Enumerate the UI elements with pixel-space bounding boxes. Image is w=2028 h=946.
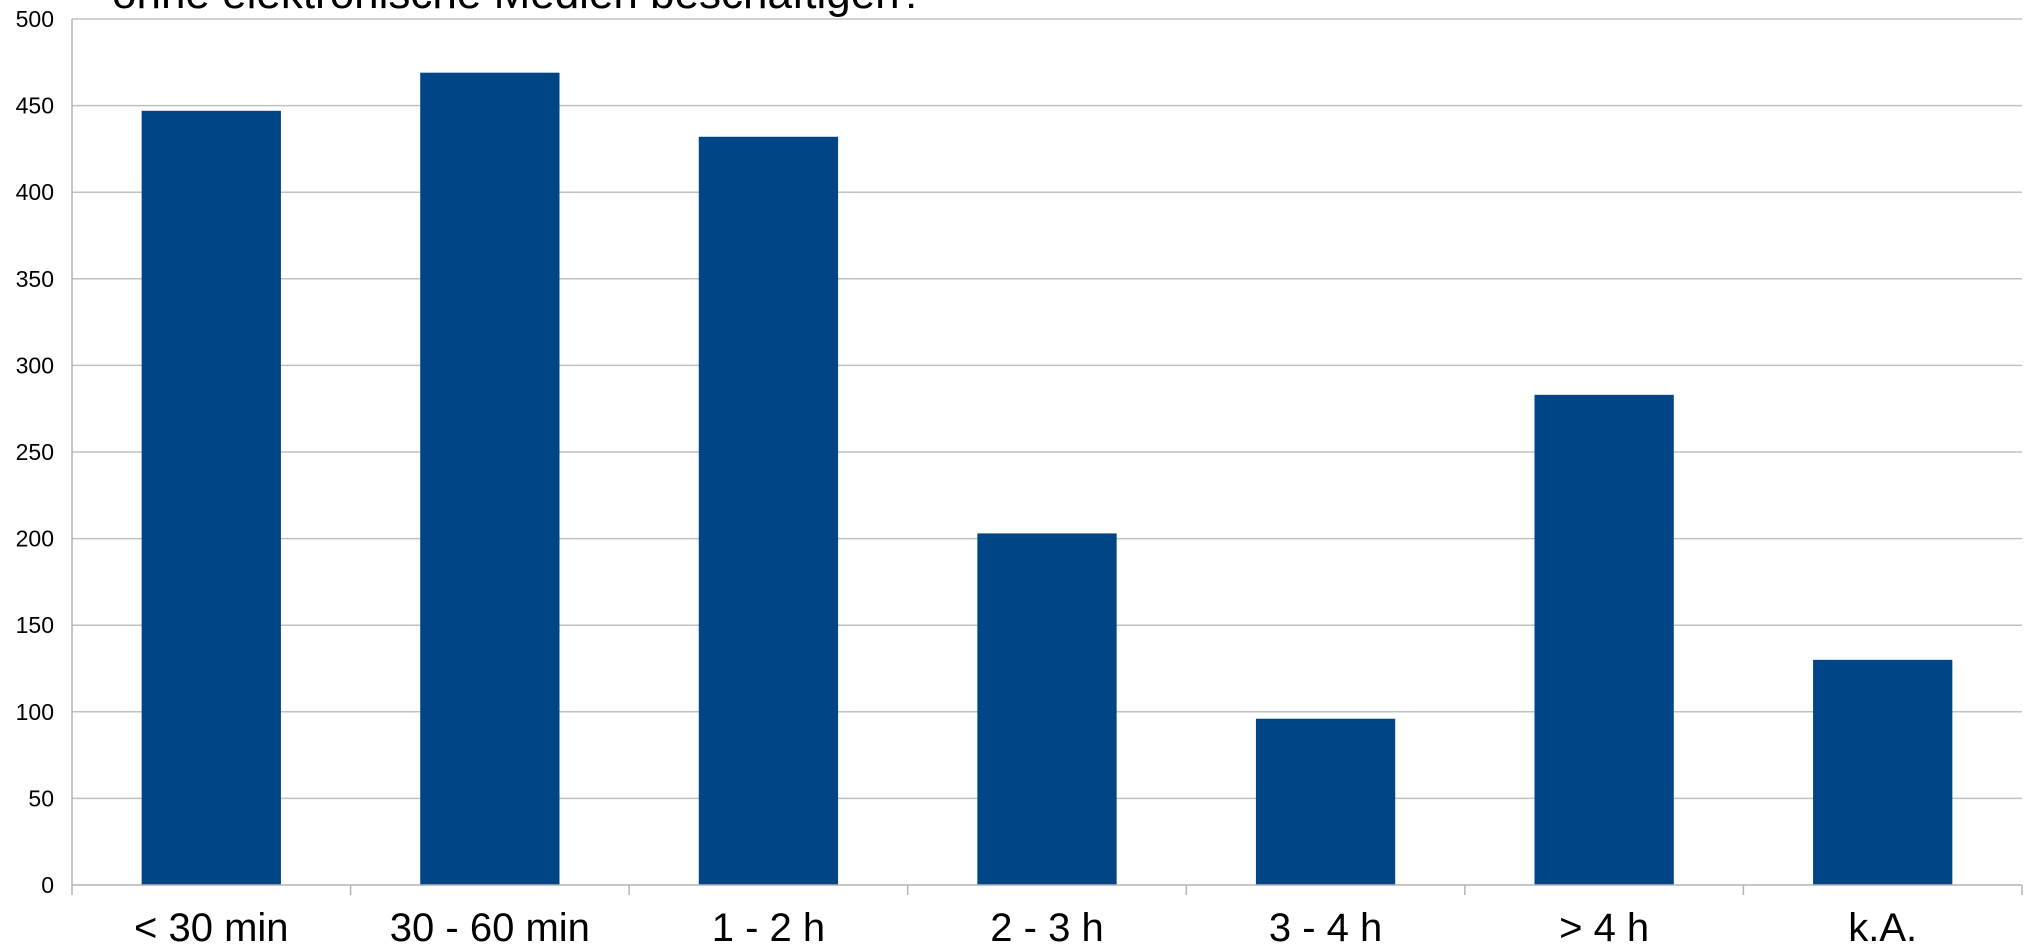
bar <box>420 72 560 885</box>
y-tick-label: 150 <box>16 612 54 638</box>
y-tick-label: 250 <box>16 439 54 465</box>
x-axis-ticks: < 30 min 30 - 60 min 1 - 2 h 2 - 3 h 3 - 4 h… <box>134 906 1917 946</box>
y-tick-label: 400 <box>16 179 54 205</box>
y-tick-label: 200 <box>16 526 54 552</box>
bars <box>141 72 1953 885</box>
bar <box>1534 394 1674 885</box>
y-axis-ticks: 0 50 100 150 200 250 300 350 400 450 500 <box>16 6 54 898</box>
x-tick-label: < 30 min <box>134 906 289 946</box>
y-tick-label: 100 <box>16 699 54 725</box>
y-tick-label: 450 <box>16 93 54 119</box>
bar <box>977 533 1117 885</box>
y-tick-label: 300 <box>16 352 54 378</box>
x-tick-label: k.A. <box>1848 906 1917 946</box>
x-tick-label: 2 - 3 h <box>990 906 1103 946</box>
x-tick-label: 30 - 60 min <box>390 906 590 946</box>
bar <box>1813 659 1953 885</box>
chart-title: ohne elektronische Medien beschäftigen? <box>112 0 924 18</box>
bar <box>698 136 839 885</box>
bar <box>1255 718 1396 885</box>
axes <box>71 19 2023 895</box>
y-tick-label: 0 <box>41 872 54 898</box>
gridlines <box>72 18 2022 800</box>
y-tick-label: 50 <box>28 785 54 811</box>
x-tick-label: 3 - 4 h <box>1269 906 1382 946</box>
y-tick-label: 500 <box>16 6 54 32</box>
x-tick-label: > 4 h <box>1559 906 1649 946</box>
x-tick-label: 1 - 2 h <box>712 906 825 946</box>
bar <box>141 110 281 885</box>
y-tick-label: 350 <box>16 266 54 292</box>
